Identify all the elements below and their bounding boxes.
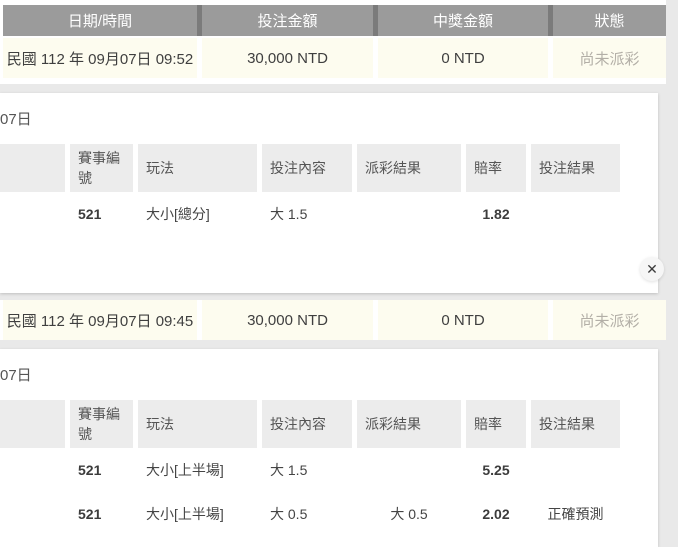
play-type: 大小[上半場] bbox=[146, 506, 224, 522]
win-amount: 0 NTD bbox=[378, 38, 548, 78]
play-type: 大小[上半場] bbox=[146, 462, 224, 478]
column-header-datetime: 日期/時間 bbox=[3, 5, 197, 36]
bet-datetime: 民國 112 年 09月07日 09:52 bbox=[3, 38, 197, 78]
bet-content: 大 0.5 bbox=[270, 506, 308, 522]
payout-result bbox=[357, 192, 461, 236]
summary-table-header: 日期/時間 投注金額 中獎金額 狀態 bbox=[0, 5, 666, 36]
status-badge: 尚未派彩 bbox=[553, 38, 666, 78]
detail-header-play-type: 玩法 bbox=[138, 400, 257, 448]
detail-header-bet-result: 投注結果 bbox=[531, 144, 620, 192]
event-number: 521 bbox=[78, 206, 102, 222]
column-header-win-amount: 中獎金額 bbox=[378, 5, 548, 36]
section-gap bbox=[0, 340, 678, 349]
detail-spacer-cell bbox=[0, 492, 65, 536]
detail-header-odds: 賠率 bbox=[466, 144, 526, 192]
payout-result: 大 0.5 bbox=[390, 506, 428, 522]
section-gap bbox=[0, 293, 678, 300]
bet-content: 大 1.5 bbox=[270, 462, 308, 478]
detail-header-bet-result: 投注結果 bbox=[531, 400, 620, 448]
detail-row: 521 大小[上半場] 大 1.5 5.25 bbox=[0, 448, 658, 492]
column-header-status: 狀態 bbox=[553, 5, 666, 36]
detail-header-event-no: 賽事編號 bbox=[70, 144, 133, 192]
section-gap bbox=[0, 84, 678, 93]
detail-row: 521 大小[上半場] 大 0.5 大 0.5 2.02 正確預測 bbox=[0, 492, 658, 536]
detail-header-payout-result: 派彩結果 bbox=[357, 400, 461, 448]
summary-row[interactable]: 民國 112 年 09月07日 09:45 30,000 NTD 0 NTD 尚… bbox=[3, 300, 666, 340]
bet-detail-panel-2: 07日 賽事編號 玩法 投注內容 派彩結果 賠率 投注結果 521 大小[上半場… bbox=[0, 349, 658, 547]
bet-amount: 30,000 NTD bbox=[202, 38, 373, 78]
detail-header-bet-content: 投注內容 bbox=[262, 144, 352, 192]
odds-value: 1.82 bbox=[482, 206, 510, 222]
bet-datetime: 民國 112 年 09月07日 09:45 bbox=[3, 300, 197, 340]
detail-header-event-no: 賽事編號 bbox=[70, 400, 133, 448]
summary-row[interactable]: 民國 112 年 09月07日 09:52 30,000 NTD 0 NTD 尚… bbox=[3, 38, 666, 78]
detail-header-odds: 賠率 bbox=[466, 400, 526, 448]
summary-row-1-wrap: 民國 112 年 09月07日 09:52 30,000 NTD 0 NTD 尚… bbox=[0, 36, 666, 84]
detail-spacer-cell bbox=[0, 192, 65, 236]
odds-value: 5.25 bbox=[482, 462, 510, 478]
bet-detail-panel-1: 07日 賽事編號 玩法 投注內容 派彩結果 賠率 投注結果 521 大小[總分]… bbox=[0, 93, 664, 293]
event-number: 521 bbox=[78, 506, 102, 522]
detail-table-header: 賽事編號 玩法 投注內容 派彩結果 賠率 投注結果 bbox=[0, 400, 658, 448]
top-margin bbox=[0, 0, 666, 5]
bet-result: 正確預測 bbox=[547, 506, 604, 522]
column-header-bet-amount: 投注金額 bbox=[202, 5, 373, 36]
bet-result bbox=[531, 448, 620, 492]
payout-result bbox=[357, 448, 461, 492]
detail-table-header: 賽事編號 玩法 投注內容 派彩結果 賠率 投注結果 bbox=[0, 144, 658, 192]
detail-spacer-cell bbox=[0, 448, 65, 492]
status-badge: 尚未派彩 bbox=[553, 300, 666, 340]
win-amount: 0 NTD bbox=[378, 300, 548, 340]
detail-header-play-type: 玩法 bbox=[138, 144, 257, 192]
detail-row: 521 大小[總分] 大 1.5 1.82 bbox=[0, 192, 658, 236]
bet-content: 大 1.5 bbox=[270, 206, 308, 222]
bet-amount: 30,000 NTD bbox=[202, 300, 373, 340]
close-icon: ✕ bbox=[646, 261, 658, 277]
event-number: 521 bbox=[78, 462, 102, 478]
close-button[interactable]: ✕ bbox=[640, 257, 664, 281]
detail-header-payout-result: 派彩結果 bbox=[357, 144, 461, 192]
summary-row-2-wrap: 民國 112 年 09月07日 09:45 30,000 NTD 0 NTD 尚… bbox=[0, 300, 666, 340]
panel-date-label: 07日 bbox=[0, 111, 32, 128]
odds-value: 2.02 bbox=[482, 506, 510, 522]
detail-header-bet-content: 投注內容 bbox=[262, 400, 352, 448]
panel-date-label: 07日 bbox=[0, 367, 32, 384]
bet-result bbox=[531, 192, 620, 236]
detail-header-spacer bbox=[0, 144, 65, 192]
play-type: 大小[總分] bbox=[146, 206, 210, 222]
detail-header-spacer bbox=[0, 400, 65, 448]
